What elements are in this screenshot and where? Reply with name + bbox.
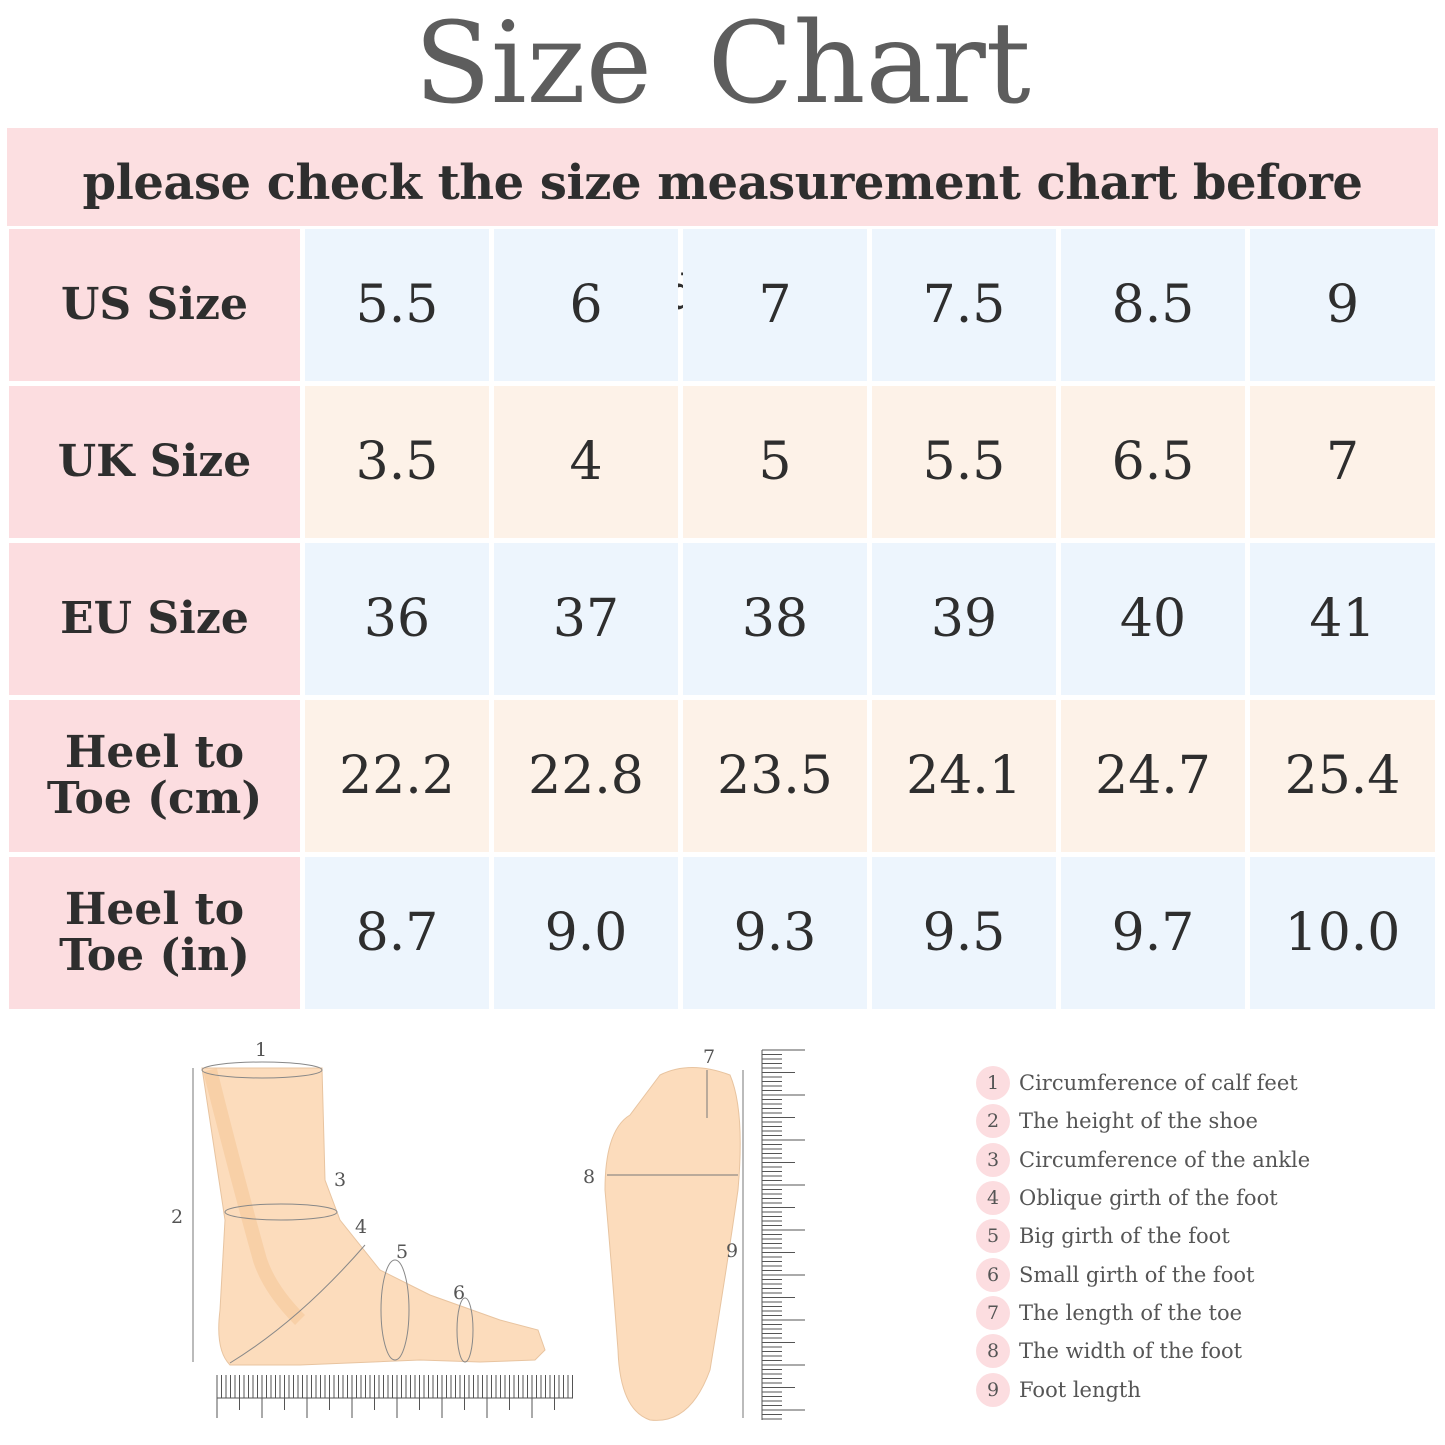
table-cell: 8.5 <box>1061 229 1245 381</box>
girth-line <box>456 1297 474 1363</box>
legend-label: Big girth of the foot <box>1019 1224 1230 1249</box>
diagram-number: 5 <box>396 1241 408 1263</box>
table-cell: 7 <box>683 229 867 381</box>
table-cell: 23.5 <box>683 700 867 852</box>
table-cell: 9.7 <box>1061 857 1245 1009</box>
ruler <box>761 1049 805 1420</box>
foot-diagram: 1 2 3 4 5 6 7 8 9 <box>171 1039 805 1421</box>
table-cell: 24.7 <box>1061 700 1245 852</box>
table-cell: 38 <box>683 543 867 695</box>
legend-number: 3 <box>976 1142 1010 1177</box>
legend-number: 2 <box>976 1104 1010 1139</box>
legend-label: The height of the shoe <box>1019 1109 1258 1134</box>
table-cell: 5 <box>683 386 867 538</box>
table-cell: 39 <box>872 543 1056 695</box>
table-cell: 22.8 <box>494 700 678 852</box>
legend-label: The length of the toe <box>1019 1300 1243 1325</box>
row-label: EU Size <box>9 543 300 695</box>
legend-number: 5 <box>976 1219 1010 1254</box>
shade <box>203 1068 305 1325</box>
table-cell: 4 <box>494 386 678 538</box>
diagram-number: 8 <box>583 1166 595 1188</box>
ruler <box>216 1375 573 1418</box>
legend-label: The width of the foot <box>1019 1339 1243 1364</box>
table-cell: 7 <box>1250 386 1435 538</box>
table-cell: 37 <box>494 543 678 695</box>
legend-number: 8 <box>976 1334 1010 1369</box>
girth-line <box>229 1244 366 1364</box>
legend-number: 4 <box>976 1181 1010 1216</box>
legend-item: 6 Small girth of the foot <box>976 1255 1310 1293</box>
legend-label: Circumference of calf feet <box>1019 1071 1298 1096</box>
sole <box>604 1067 741 1421</box>
row-label: US Size <box>9 229 300 381</box>
diagram-number: 4 <box>355 1216 367 1238</box>
row-label: Heel to Toe (cm) <box>9 700 300 852</box>
table-cell: 9 <box>1250 229 1435 381</box>
legend-number: 9 <box>976 1372 1010 1407</box>
table-cell: 40 <box>1061 543 1245 695</box>
table-cell: 9.5 <box>872 857 1056 1009</box>
legend: 1 Circumference of calf feet 2 The height o… <box>976 1064 1310 1409</box>
legend-item: 3 Circumference of the ankle <box>976 1141 1310 1179</box>
title: Size Chart <box>414 0 1031 129</box>
legend-number: 6 <box>976 1257 1010 1292</box>
legend-item: 2 The height of the shoe <box>976 1102 1310 1140</box>
row-label: Heel to Toe (in) <box>9 857 300 1009</box>
row-label: UK Size <box>9 386 300 538</box>
table-cell: 7.5 <box>872 229 1056 381</box>
diagram-number: 7 <box>703 1046 715 1068</box>
table-cell: 25.4 <box>1250 700 1435 852</box>
table-cell: 9.3 <box>683 857 867 1009</box>
table-cell: 24.1 <box>872 700 1056 852</box>
table-cell: 3.5 <box>305 386 489 538</box>
legend-item: 5 Big girth of the foot <box>976 1217 1310 1255</box>
girth-line <box>380 1259 410 1361</box>
table-cell: 36 <box>305 543 489 695</box>
legend-number: 7 <box>976 1295 1010 1330</box>
legend-label: Oblique girth of the foot <box>1019 1186 1278 1211</box>
diagram-number: 3 <box>334 1169 346 1191</box>
side-foot <box>201 1067 546 1366</box>
table-cell: 6.5 <box>1061 386 1245 538</box>
diagram-number: 6 <box>453 1282 465 1304</box>
table-cell: 9.0 <box>494 857 678 1009</box>
table-cell: 6 <box>494 229 678 381</box>
legend-item: 1 Circumference of calf feet <box>976 1064 1310 1102</box>
table-cell: 10.0 <box>1250 857 1435 1009</box>
table-cell: 5.5 <box>305 229 489 381</box>
girth-line <box>224 1203 338 1221</box>
legend-item: 4 Oblique girth of the foot <box>976 1179 1310 1217</box>
legend-item: 7 The length of the toe <box>976 1294 1310 1332</box>
legend-label: Small girth of the foot <box>1019 1262 1255 1287</box>
table-cell: 8.7 <box>305 857 489 1009</box>
legend-item: 8 The width of the foot <box>976 1332 1310 1370</box>
table-cell: 22.2 <box>305 700 489 852</box>
diagram-number: 9 <box>726 1240 738 1262</box>
legend-number: 1 <box>976 1066 1010 1101</box>
table-cell: 41 <box>1250 543 1435 695</box>
diagram-number: 1 <box>255 1039 267 1061</box>
girth-line <box>201 1061 323 1079</box>
diagram-number: 2 <box>171 1206 183 1228</box>
subtitle: please check the size measurement chart … <box>7 128 1438 321</box>
legend-item: 9 Foot length <box>976 1370 1310 1408</box>
legend-label: Circumference of the ankle <box>1019 1147 1311 1172</box>
table-cell: 5.5 <box>872 386 1056 538</box>
legend-label: Foot length <box>1019 1377 1141 1402</box>
